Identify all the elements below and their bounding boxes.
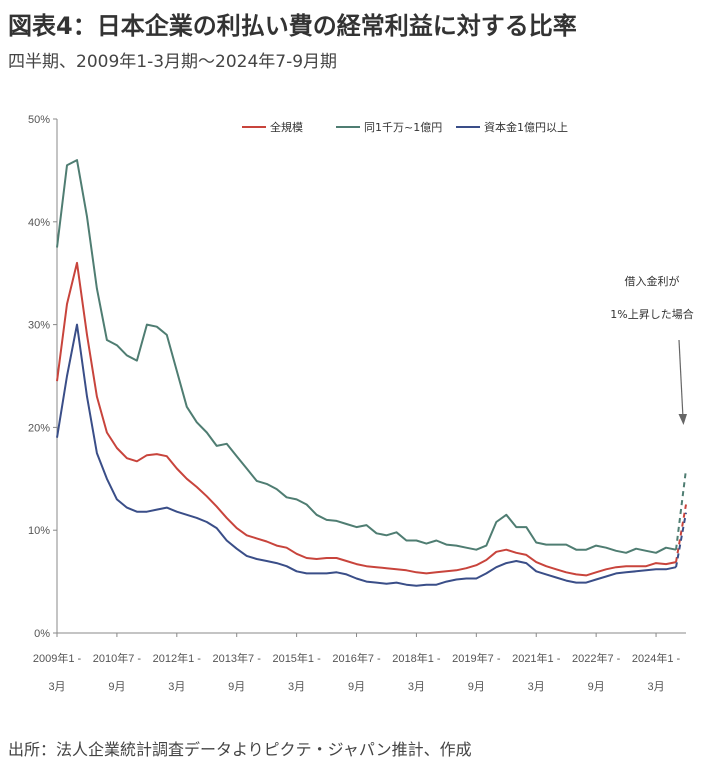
x-tick-label: 3月 [288,681,305,693]
series-line [56,159,677,554]
series-projection-line [675,504,687,563]
x-tick-label: 3月 [168,681,185,693]
legend-label: 資本金1億円以上 [484,120,568,134]
x-tick-label: 2022年7 - [572,651,621,665]
chart-title: 図表4：日本企業の利払い費の経常利益に対する比率 [8,12,577,40]
y-tick-label: 30% [28,320,50,332]
annotation-arrow-head [678,414,687,425]
x-tick-label: 9月 [348,681,365,693]
annotation-text: 借入金利が [625,274,680,288]
x-tick-label: 2009年1 - [33,651,82,665]
annotation-text: 1%上昇した場合 [610,307,693,321]
x-tick-label: 9月 [468,681,485,693]
y-tick-label: 0% [34,628,50,640]
series-line [56,261,677,577]
x-tick-label: 9月 [108,681,125,693]
x-tick-label: 3月 [48,681,65,693]
x-tick-label: 2012年1 - [153,651,202,665]
x-tick-label: 9月 [228,681,245,693]
chart-subtitle: 四半期、2009年1-3月期～2024年7-9月期 [8,52,338,72]
x-tick-label: 2021年1 - [512,651,561,665]
line-chart: 0% 10% 20% 30% 40% 50% 2009年1 - 3月 2010年7 - 9月 201… [28,114,694,693]
x-tick-label: 2018年1 - [392,651,441,665]
series-line [56,323,677,587]
series-projection-line [675,469,687,550]
y-tick-label: 20% [28,422,50,434]
x-tick-label: 9月 [588,681,605,693]
source-note: 出所：法人企業統計調査データよりピクテ・ジャパン推計、作成 [8,740,472,759]
annotation-arrow-line [678,339,684,419]
x-tick-label: 2010年7 - [93,651,142,665]
x-tick-label: 2013年7 - [213,651,262,665]
x-tick-label: 3月 [528,681,545,693]
y-tick-label: 40% [28,217,50,229]
x-tick-label: 2016年7 - [332,651,381,665]
y-tick-label: 50% [28,114,50,126]
x-tick-label: 3月 [408,681,425,693]
series-projection-line [675,512,687,568]
legend-label: 全規模 [270,120,303,134]
legend-label: 同1千万~1億円 [364,121,442,134]
x-tick-label: 2015年1 - [272,651,321,665]
x-tick-label: 2024年1 - [632,651,681,665]
x-tick-label: 3月 [647,681,664,693]
x-tick-label: 2019年7 - [452,651,501,665]
y-tick-label: 10% [28,525,50,537]
